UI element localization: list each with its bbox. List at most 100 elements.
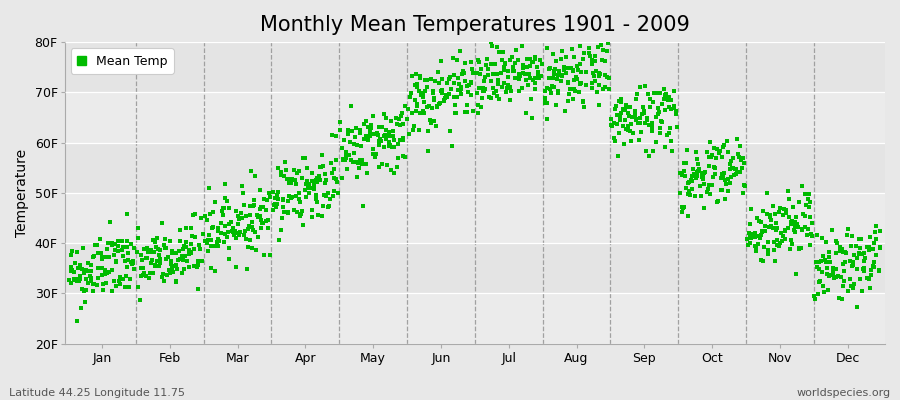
Point bbox=[353, 157, 367, 164]
Point bbox=[669, 108, 683, 115]
Point bbox=[328, 132, 343, 139]
Point bbox=[396, 134, 410, 141]
Point bbox=[508, 59, 522, 66]
Point bbox=[772, 243, 787, 250]
Point bbox=[433, 100, 447, 106]
Point bbox=[644, 103, 658, 110]
Point bbox=[296, 154, 310, 161]
Point bbox=[871, 267, 886, 274]
Point bbox=[715, 171, 729, 178]
Point bbox=[450, 94, 464, 100]
Point bbox=[162, 238, 176, 244]
Point bbox=[259, 196, 274, 203]
Point bbox=[153, 260, 167, 266]
Point bbox=[823, 272, 837, 279]
Point bbox=[361, 137, 375, 143]
Point bbox=[111, 243, 125, 249]
Point bbox=[396, 121, 410, 128]
Point bbox=[289, 192, 303, 199]
Point bbox=[445, 86, 459, 92]
Point bbox=[697, 170, 711, 176]
Point bbox=[269, 204, 284, 210]
Point bbox=[410, 108, 424, 114]
Point bbox=[229, 264, 243, 270]
Point bbox=[179, 239, 194, 245]
Point bbox=[333, 118, 347, 125]
Point bbox=[326, 193, 340, 200]
Point bbox=[749, 244, 763, 250]
Point bbox=[81, 260, 95, 266]
Point bbox=[310, 178, 324, 185]
Point bbox=[590, 43, 605, 50]
Point bbox=[98, 280, 112, 286]
Point bbox=[687, 171, 701, 177]
Point bbox=[500, 85, 514, 92]
Point bbox=[169, 278, 184, 284]
Point bbox=[800, 226, 814, 232]
Point bbox=[361, 124, 375, 130]
Point bbox=[97, 267, 112, 274]
Point bbox=[506, 64, 520, 70]
Point bbox=[551, 88, 565, 94]
Point bbox=[143, 270, 157, 276]
Point bbox=[631, 120, 645, 126]
Point bbox=[824, 227, 839, 233]
Point bbox=[112, 278, 126, 284]
Point bbox=[77, 298, 92, 305]
Point bbox=[662, 104, 676, 110]
Point bbox=[819, 239, 833, 246]
Bar bbox=[65, 193, 885, 243]
Point bbox=[840, 250, 854, 256]
Point bbox=[766, 202, 780, 209]
Point bbox=[838, 259, 852, 265]
Point bbox=[176, 270, 190, 276]
Point bbox=[646, 99, 661, 105]
Point bbox=[527, 54, 542, 60]
Point bbox=[143, 246, 157, 253]
Point bbox=[293, 213, 308, 220]
Point bbox=[778, 210, 793, 216]
Point bbox=[428, 122, 443, 129]
Point bbox=[176, 257, 191, 264]
Point bbox=[440, 80, 454, 86]
Point bbox=[724, 158, 739, 164]
Point bbox=[657, 92, 671, 98]
Point bbox=[131, 234, 146, 241]
Point bbox=[280, 198, 294, 204]
Point bbox=[796, 182, 810, 189]
Point bbox=[349, 124, 364, 131]
Point bbox=[408, 96, 422, 103]
Point bbox=[708, 155, 723, 161]
Point bbox=[218, 181, 232, 188]
Point bbox=[130, 284, 145, 290]
Point bbox=[599, 48, 614, 54]
Point bbox=[267, 194, 282, 201]
Point bbox=[165, 264, 179, 271]
Point bbox=[628, 112, 643, 118]
Point bbox=[89, 242, 104, 249]
Point bbox=[695, 174, 709, 180]
Point bbox=[812, 266, 826, 272]
Point bbox=[474, 66, 489, 72]
Point bbox=[727, 166, 742, 173]
Point bbox=[390, 115, 404, 121]
Point bbox=[424, 119, 438, 126]
Point bbox=[702, 139, 716, 145]
Point bbox=[645, 148, 660, 154]
Point bbox=[434, 58, 448, 64]
Point bbox=[352, 165, 366, 172]
Point bbox=[440, 94, 454, 100]
Point bbox=[211, 243, 225, 249]
Point bbox=[619, 126, 634, 132]
Point bbox=[778, 228, 793, 234]
Point bbox=[405, 110, 419, 116]
Point bbox=[364, 125, 378, 131]
Point bbox=[488, 61, 502, 68]
Point bbox=[220, 229, 235, 236]
Point bbox=[454, 90, 468, 97]
Point bbox=[320, 204, 335, 210]
Point bbox=[364, 122, 378, 128]
Point bbox=[696, 176, 710, 182]
Point bbox=[605, 123, 619, 129]
Point bbox=[562, 80, 576, 86]
